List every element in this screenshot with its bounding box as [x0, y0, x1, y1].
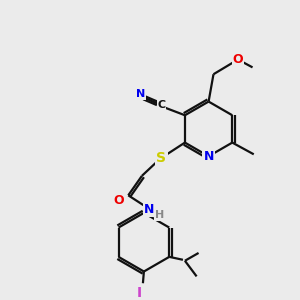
- Text: N: N: [203, 150, 214, 163]
- Text: H: H: [155, 210, 164, 220]
- Text: N: N: [144, 202, 154, 215]
- Text: N: N: [136, 89, 146, 99]
- Text: C: C: [158, 100, 166, 110]
- Text: O: O: [113, 194, 124, 207]
- Text: O: O: [232, 53, 243, 66]
- Text: I: I: [136, 286, 142, 300]
- Text: S: S: [157, 151, 166, 165]
